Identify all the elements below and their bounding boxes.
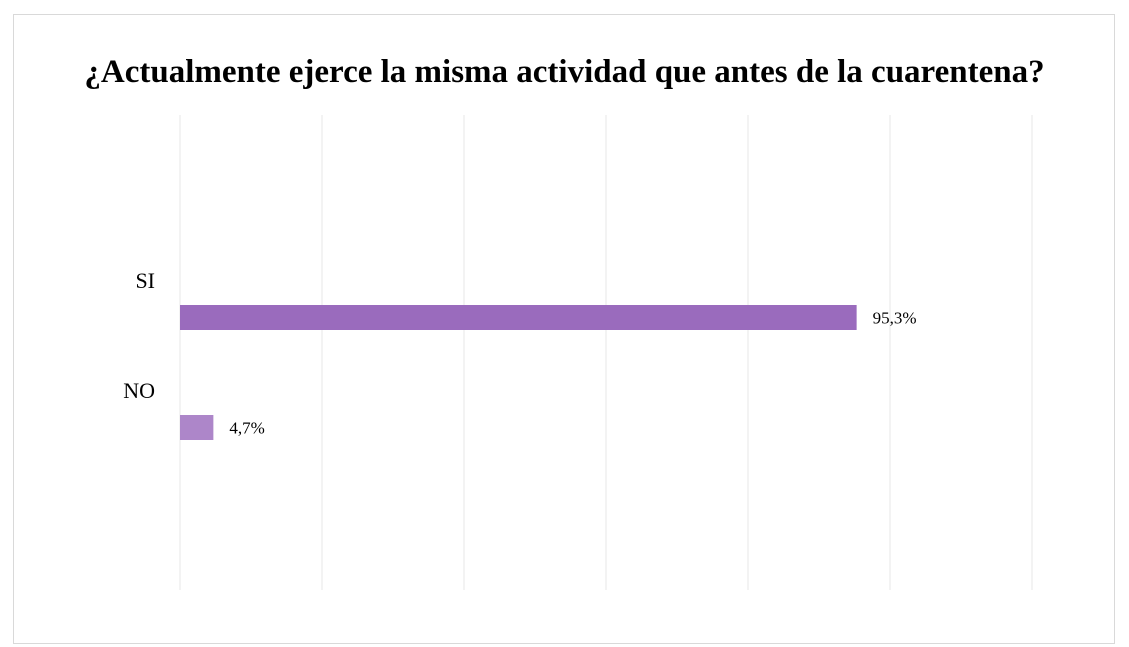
category-label-si: SI [135,268,155,293]
category-label-no: NO [123,378,155,403]
labels: SI 95,3% NO 4,7% [123,268,916,438]
bar-no [180,415,214,440]
bar-si [180,305,857,330]
data-label-no: 4,7% [229,419,264,438]
gridlines [179,115,1033,590]
chart-title: ¿Actualmente ejerce la misma actividad q… [84,54,1045,90]
bars [180,305,857,440]
data-label-si: 95,3% [873,309,917,328]
